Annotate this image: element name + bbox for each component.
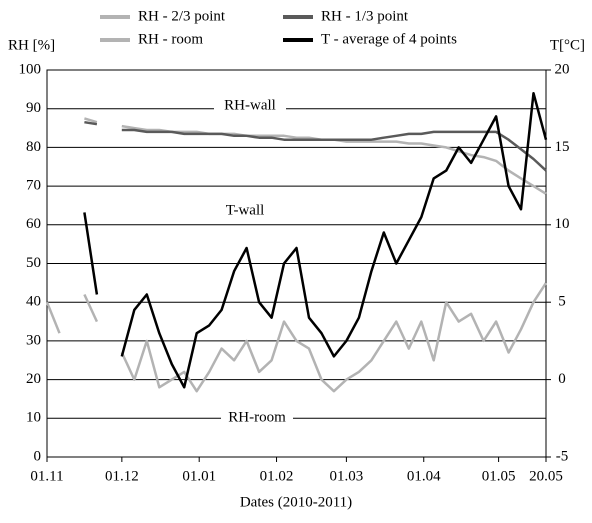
y-tick-label: 50	[26, 255, 41, 271]
annotation: RH-room	[228, 409, 286, 425]
series-line	[83, 91, 548, 389]
y-tick-label: 90	[26, 100, 41, 116]
annotation-bg	[209, 202, 281, 220]
legend-label: RH - room	[138, 31, 203, 47]
x-tick-label: 01.02	[260, 468, 294, 484]
y2-tick-label: 10	[555, 216, 570, 232]
annotation: T-wall	[226, 202, 265, 218]
y-tick-label: 20	[26, 371, 41, 387]
legend-label: RH - 2/3 point	[138, 8, 226, 24]
y-tick-label: 60	[26, 216, 41, 232]
series-line	[45, 282, 548, 393]
legend-label: RH - 1/3 point	[321, 8, 409, 24]
x-tick-label: 01.01	[182, 468, 216, 484]
y2-tick-label: 5	[558, 294, 566, 310]
y2-tick-label: 15	[555, 139, 570, 155]
y-tick-label: 70	[26, 178, 41, 194]
y2-tick-label: 20	[555, 61, 570, 77]
legend-label: T - average of 4 points	[321, 31, 457, 47]
y2-axis-label: T[°C]	[550, 37, 585, 53]
x-tick-label: 01.12	[105, 468, 139, 484]
y-tick-label: 30	[26, 332, 41, 348]
x-tick-label: 01.05	[482, 468, 516, 484]
annotation-bg	[221, 409, 293, 427]
annotation-bg	[214, 97, 286, 115]
y-tick-label: 40	[26, 294, 41, 310]
x-axis-label: Dates (2010-2011)	[240, 494, 352, 510]
y-tick-label: 80	[26, 139, 41, 155]
annotation: RH-wall	[224, 97, 276, 113]
y-tick-label: 10	[26, 410, 41, 426]
x-tick-label: 01.11	[30, 468, 63, 484]
y-axis-label: RH [%]	[8, 37, 55, 53]
y-tick-label: 100	[19, 61, 42, 77]
plot-frame	[46, 69, 547, 458]
series-line	[84, 120, 547, 172]
x-tick-label: 01.03	[330, 468, 364, 484]
y2-tick-label: -5	[556, 448, 569, 464]
y2-tick-label: 0	[558, 371, 566, 387]
x-tick-label: 01.04	[407, 468, 441, 484]
y-tick-label: 0	[34, 448, 42, 464]
x-tick-label: 20.05	[529, 468, 563, 484]
